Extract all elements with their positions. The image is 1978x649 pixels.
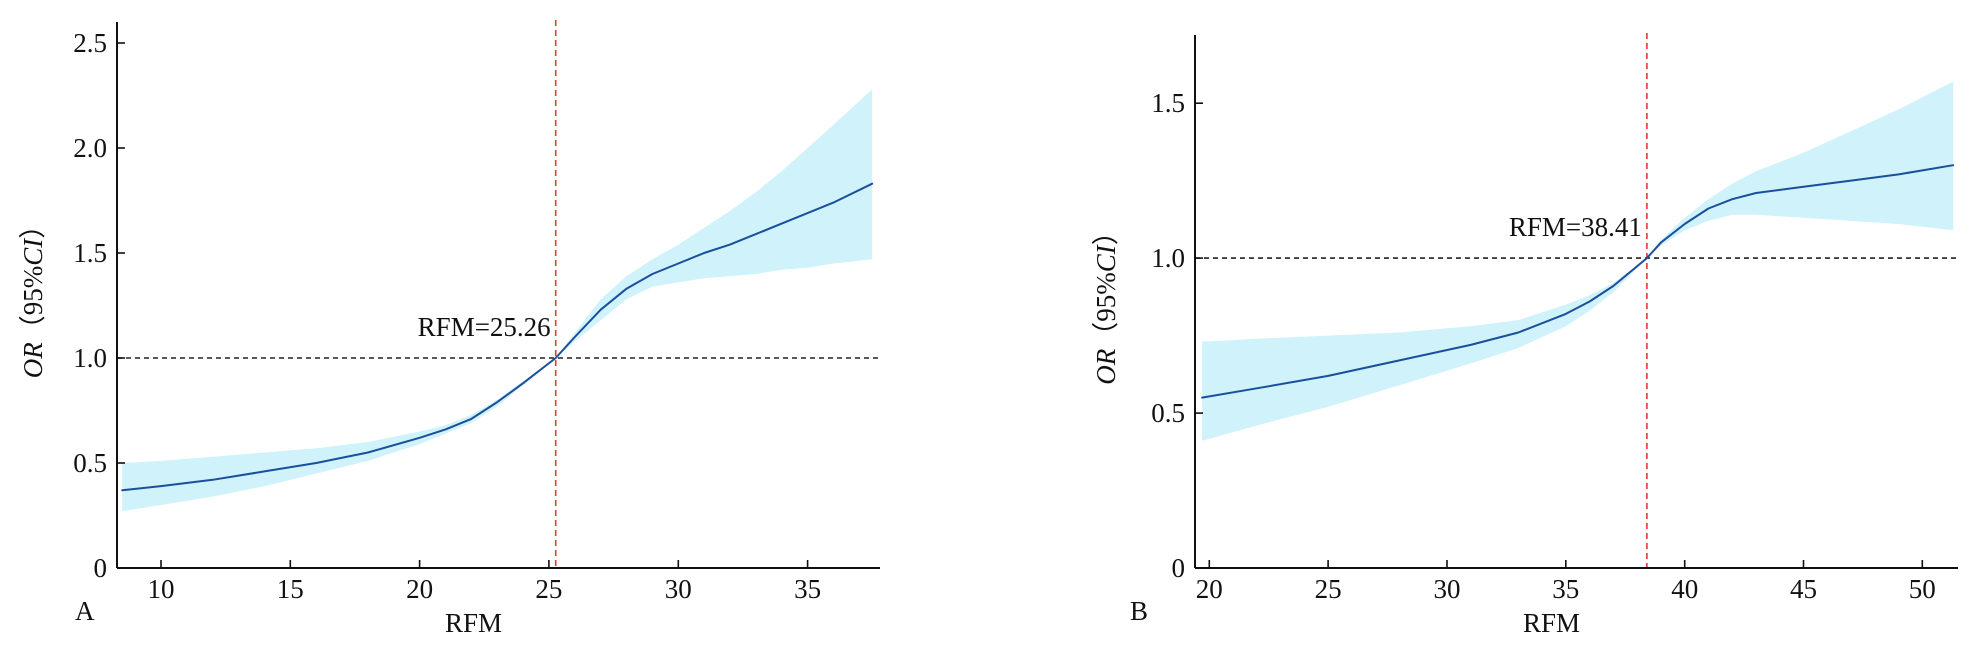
reference-layer <box>117 20 880 568</box>
y-axis-title-or: OR <box>1091 348 1121 384</box>
ci-band-layer <box>1202 81 1954 441</box>
cutoff-annotation: RFM=38.41 <box>1509 212 1642 242</box>
ci-band <box>122 89 873 512</box>
y-tick-label: 1.5 <box>73 238 107 268</box>
y-axis-title: OR（95%CI） <box>1091 218 1121 385</box>
x-tick-label: 35 <box>1552 574 1579 604</box>
estimate-line-layer <box>121 182 874 492</box>
y-tick-label: 2.5 <box>73 28 107 58</box>
reference-layer <box>1195 33 1958 568</box>
ci-band <box>1202 81 1954 441</box>
estimate-line <box>121 182 874 492</box>
y-tick-label: 1.0 <box>73 343 107 373</box>
y-axis-title: OR（95%CI） <box>18 212 48 379</box>
y-axis-title-ci: CI <box>1091 243 1121 272</box>
ci-band-layer <box>122 89 873 512</box>
panel-b: 20 25 30 35 40 45 50 0 0.5 1.0 1.5 RFM=38.41 RFM B… <box>1091 33 1958 638</box>
estimate-line <box>1201 164 1955 399</box>
panel-label: B <box>1130 596 1148 626</box>
axis-layer: 10 15 20 25 30 35 0 0.5 1.0 1.5 2.0 2.5 <box>73 22 880 604</box>
x-tick-label: 45 <box>1790 574 1817 604</box>
y-tick-label: 0 <box>1172 553 1186 583</box>
y-tick-label: 2.0 <box>73 133 107 163</box>
x-tick-label: 40 <box>1671 574 1698 604</box>
x-tick-label: 15 <box>277 574 304 604</box>
y-tick-label: 0.5 <box>73 448 107 478</box>
y-axis-title-end: ） <box>1091 218 1121 245</box>
x-tick-label: 35 <box>794 574 821 604</box>
x-tick-label: 25 <box>535 574 562 604</box>
x-tick-label: 50 <box>1909 574 1936 604</box>
estimate-line-layer <box>1201 164 1955 399</box>
x-tick-label: 30 <box>665 574 692 604</box>
panel-label: A <box>75 596 95 626</box>
y-tick-label: 1.0 <box>1151 243 1185 273</box>
panel-a: 10 15 20 25 30 35 0 0.5 1.0 1.5 2.0 2.5 RFM=25.26 R… <box>18 20 880 638</box>
y-axis-title-mid: （95% <box>1091 272 1121 349</box>
x-tick-label: 20 <box>406 574 433 604</box>
y-axis-title-end: ） <box>18 212 48 239</box>
axis-layer: 20 25 30 35 40 45 50 0 0.5 1.0 1.5 <box>1151 35 1958 604</box>
cutoff-annotation: RFM=25.26 <box>418 312 551 342</box>
x-axis-title: RFM <box>1523 608 1580 638</box>
y-axis-title-mid: （95% <box>18 266 48 343</box>
y-tick-label: 1.5 <box>1151 88 1185 118</box>
x-axis-title: RFM <box>445 608 502 638</box>
y-axis-title-or: OR <box>18 342 48 378</box>
y-tick-label: 0 <box>94 553 108 583</box>
y-axis-title-ci: CI <box>18 237 48 266</box>
y-tick-label: 0.5 <box>1151 398 1185 428</box>
x-tick-label: 10 <box>148 574 175 604</box>
x-tick-label: 30 <box>1434 574 1461 604</box>
x-tick-label: 25 <box>1315 574 1342 604</box>
x-tick-label: 20 <box>1196 574 1223 604</box>
